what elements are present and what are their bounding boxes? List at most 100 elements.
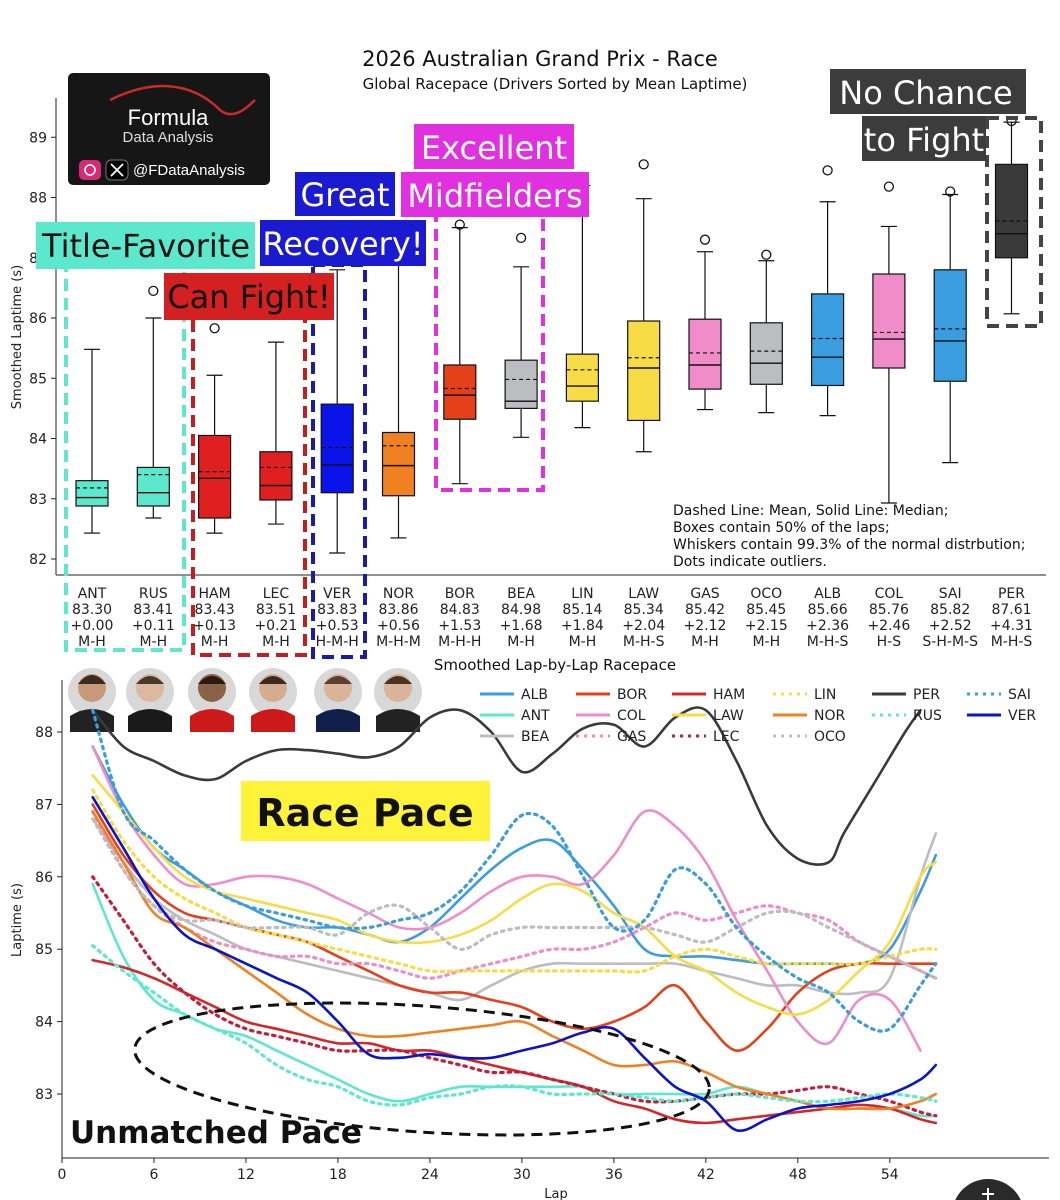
legend-label: VER bbox=[1008, 708, 1036, 724]
line-y-axis-label: Laptime (s) bbox=[10, 883, 25, 957]
portrait-rus bbox=[126, 668, 174, 732]
legend-entry-lec: LEC bbox=[672, 729, 740, 745]
to-fight-label: to Fight bbox=[864, 121, 984, 159]
instagram-icon bbox=[79, 160, 101, 180]
outlier-point bbox=[822, 165, 833, 176]
legend-entry-bor: BOR bbox=[576, 687, 647, 703]
iqr-box bbox=[75, 480, 109, 507]
legend-label: HAM bbox=[713, 687, 745, 703]
driver-tyres: M-H bbox=[201, 634, 229, 650]
legend-label: ALB bbox=[521, 687, 548, 703]
driver-mean: 85.34 bbox=[624, 602, 664, 618]
driver-gap: +0.00 bbox=[71, 618, 114, 634]
driver-tyres: M-H-S bbox=[623, 634, 665, 650]
line-x-tick-label: 12 bbox=[237, 1167, 255, 1183]
driver-gap: +1.84 bbox=[561, 618, 604, 634]
iqr-box bbox=[627, 320, 661, 422]
outlier-point bbox=[148, 285, 159, 297]
iqr-box bbox=[198, 434, 232, 519]
portrait-ver bbox=[314, 668, 362, 732]
portrait-ham bbox=[188, 668, 236, 732]
legend-entry-ver: VER bbox=[967, 708, 1036, 724]
driver-mean: 83.41 bbox=[133, 602, 173, 618]
midfielders-label: Midfielders bbox=[407, 177, 582, 215]
corner-badge-icon-mark bbox=[982, 1188, 994, 1200]
note-line-4: Dots indicate outliers. bbox=[673, 554, 827, 570]
driver-tyres: M-H-S bbox=[991, 634, 1033, 650]
series-line-ham bbox=[91, 958, 938, 1125]
can-fight-label-bg bbox=[164, 273, 334, 320]
iqr-box bbox=[259, 451, 293, 501]
series-line-oco bbox=[91, 817, 938, 980]
boxplot-y-tick-label: 86 bbox=[29, 311, 47, 327]
series-line-sai bbox=[91, 708, 938, 1033]
recovery-label: Recovery! bbox=[262, 225, 423, 263]
excellent-midfielders-group-outline bbox=[434, 210, 545, 492]
driver-gap: +2.12 bbox=[684, 618, 727, 634]
outlier-point bbox=[883, 181, 895, 192]
excellent-label-bg bbox=[414, 124, 574, 169]
legend-label: PER bbox=[913, 687, 940, 703]
chart-subtitle: Global Racepace (Drivers Sorted by Mean … bbox=[363, 75, 748, 93]
can-fight-group-outline bbox=[191, 288, 307, 657]
can-fight-label: Can Fight! bbox=[167, 278, 330, 316]
series-line-rus bbox=[91, 944, 938, 1107]
series-line-bea bbox=[91, 817, 938, 1002]
line-x-tick-label: 54 bbox=[881, 1167, 899, 1183]
driver-code: RUS bbox=[139, 586, 168, 602]
driver-gap: +2.52 bbox=[929, 618, 972, 634]
legend-entry-ant: ANT bbox=[480, 708, 550, 724]
legend-entry-gas: GAS bbox=[576, 729, 646, 745]
boxplot-legend-notes: Dashed Line: Mean, Solid Line: Median; B… bbox=[673, 503, 1025, 570]
legend-entry-rus: RUS bbox=[872, 708, 942, 724]
iqr-box bbox=[994, 163, 1029, 259]
driver-tyres: M-H-S bbox=[807, 634, 849, 650]
iqr-box bbox=[810, 293, 845, 387]
driver-mean: 83.43 bbox=[195, 602, 235, 618]
outlier-point bbox=[945, 186, 956, 197]
series-line-lin bbox=[91, 788, 938, 974]
driver-gap: +1.53 bbox=[438, 618, 481, 634]
portrait-lec bbox=[249, 668, 297, 732]
driver-code: COL bbox=[875, 586, 904, 602]
driver-code: PER bbox=[998, 586, 1025, 602]
line-x-tick-label: 30 bbox=[513, 1167, 531, 1183]
legend-label: LIN bbox=[814, 687, 836, 703]
legend-label: BOR bbox=[617, 687, 647, 703]
box-lec bbox=[259, 341, 293, 525]
driver-gap: +0.56 bbox=[377, 618, 420, 634]
driver-mean: 85.82 bbox=[930, 602, 970, 618]
brand-logo: Formula Data Analysis @FDataAnalysis bbox=[68, 73, 270, 185]
series-line-per bbox=[91, 706, 922, 866]
driver-tyres: M-H bbox=[752, 634, 780, 650]
line-y-tick-label: 87 bbox=[35, 797, 53, 813]
legend-label: OCO bbox=[814, 729, 846, 745]
driver-code: ANT bbox=[78, 586, 107, 602]
driver-gap: +1.68 bbox=[500, 618, 543, 634]
driver-tyres: M-H bbox=[139, 634, 167, 650]
outlier-point bbox=[761, 249, 772, 260]
note-line-3: Whiskers contain 99.3% of the normal dis… bbox=[673, 537, 1025, 553]
box-lin bbox=[565, 184, 600, 429]
driver-tyres: M-H bbox=[507, 634, 535, 650]
driver-code: BEA bbox=[507, 586, 535, 602]
series-line-law bbox=[91, 774, 938, 1016]
boxplot-y-tick-label: 82 bbox=[29, 552, 47, 568]
line-x-tick-label: 36 bbox=[605, 1167, 623, 1183]
no-chance-label: No Chance bbox=[839, 74, 1012, 112]
line-chart-title: Smoothed Lap-by-Lap Racepace bbox=[434, 656, 676, 674]
outlier-point bbox=[638, 159, 649, 170]
line-chart-axes: 83 84 85 86 87 88 0 6 12 18 24 30 36 42 48 54 Lap Laptime… bbox=[10, 680, 1049, 1200]
chart-title: 2026 Australian Grand Prix - Race bbox=[362, 47, 718, 71]
box-nor bbox=[381, 245, 416, 539]
driver-mean: 85.45 bbox=[746, 602, 786, 618]
line-y-tick-label: 85 bbox=[35, 942, 53, 958]
line-x-tick-label: 0 bbox=[58, 1167, 67, 1183]
series-line-bor bbox=[91, 803, 938, 1052]
